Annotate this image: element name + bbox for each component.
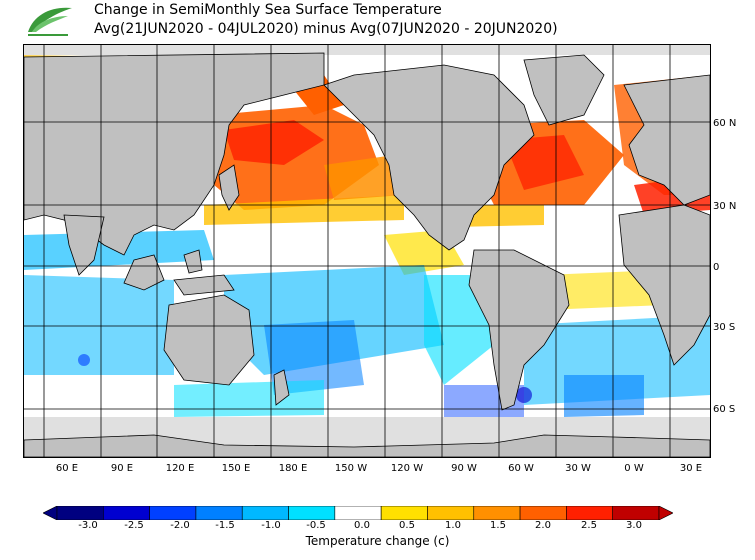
colorbar-tick: 0.0 — [354, 520, 370, 531]
colorbar-tick: -2.5 — [124, 520, 144, 531]
colorbar-segment — [473, 506, 521, 520]
lon-label: 120 E — [165, 463, 195, 474]
colorbar-tick: -3.0 — [78, 520, 98, 531]
colorbar-segment — [288, 506, 336, 520]
africa-landmass — [618, 204, 710, 366]
colorbar-tick: 3.0 — [626, 520, 642, 531]
lat-label-equator: 0 — [713, 262, 720, 273]
colorbar-segment — [241, 506, 289, 520]
australia-landmass — [163, 294, 255, 386]
colorbar-segment — [566, 506, 613, 520]
land-masses — [24, 52, 710, 457]
lon-label: 90 E — [110, 463, 134, 474]
colorbar — [43, 506, 673, 520]
colorbar-segment — [103, 506, 150, 520]
chart-title: Change in SemiMonthly Sea Surface Temper… — [94, 2, 442, 18]
lat-lon-grid — [24, 45, 710, 457]
colorbar-segment — [427, 506, 475, 520]
lat-label-60n: 60 N — [713, 118, 737, 129]
lon-label: 60 W — [508, 463, 534, 474]
colorbar-title: Temperature change (c) — [305, 534, 450, 548]
colorbar-segment — [56, 506, 104, 520]
lon-label: 30 W — [565, 463, 591, 474]
lon-label: 90 W — [451, 463, 477, 474]
colorbar-segment — [195, 506, 243, 520]
japan-landmass — [218, 164, 240, 211]
lat-label-60s: 60 S — [713, 404, 736, 415]
colorbar-tick: -1.0 — [261, 520, 281, 531]
colorbar-tick: 2.5 — [581, 520, 597, 531]
agency-logo — [24, 5, 72, 36]
lon-label: 150 E — [221, 463, 251, 474]
colorbar-segment — [380, 506, 428, 520]
north-america-landmass — [323, 64, 535, 251]
lat-label-30s: 30 S — [713, 322, 736, 333]
chart-subtitle: Avg(21JUN2020 - 04JUL2020) minus Avg(07J… — [94, 21, 558, 37]
antarctica-landmass — [24, 434, 710, 457]
colorbar-tick: 1.5 — [490, 520, 506, 531]
colorbar-tick: 2.0 — [535, 520, 551, 531]
lon-label: 150 W — [334, 463, 368, 474]
colorbar-segment — [149, 506, 197, 520]
greenland-landmass — [523, 54, 605, 126]
colorbar-max-arrow — [658, 506, 673, 520]
colorbar-segment — [519, 506, 567, 520]
lon-label: 180 E — [278, 463, 308, 474]
indonesia-landmass — [123, 254, 165, 291]
lon-label: 60 E — [55, 463, 79, 474]
lon-label: 30 E — [679, 463, 703, 474]
colorbar-tick: 1.0 — [445, 520, 461, 531]
sst-change-map — [23, 44, 711, 458]
india-landmass — [63, 214, 105, 276]
europe-landmass — [623, 74, 710, 206]
lon-label: 120 W — [390, 463, 424, 474]
asia-landmass — [24, 52, 325, 256]
new-zealand-landmass — [273, 369, 290, 406]
colorbar-segment — [334, 506, 382, 520]
lon-label: 0 W — [624, 463, 644, 474]
lat-label-30n: 30 N — [713, 201, 737, 212]
colorbar-tick: -2.0 — [170, 520, 190, 531]
colorbar-tick: 0.5 — [399, 520, 415, 531]
colorbar-min-arrow — [43, 506, 58, 520]
colorbar-tick: -1.5 — [215, 520, 235, 531]
colorbar-segment — [612, 506, 660, 520]
arctic-ice — [24, 45, 710, 55]
colorbar-tick: -0.5 — [306, 520, 326, 531]
